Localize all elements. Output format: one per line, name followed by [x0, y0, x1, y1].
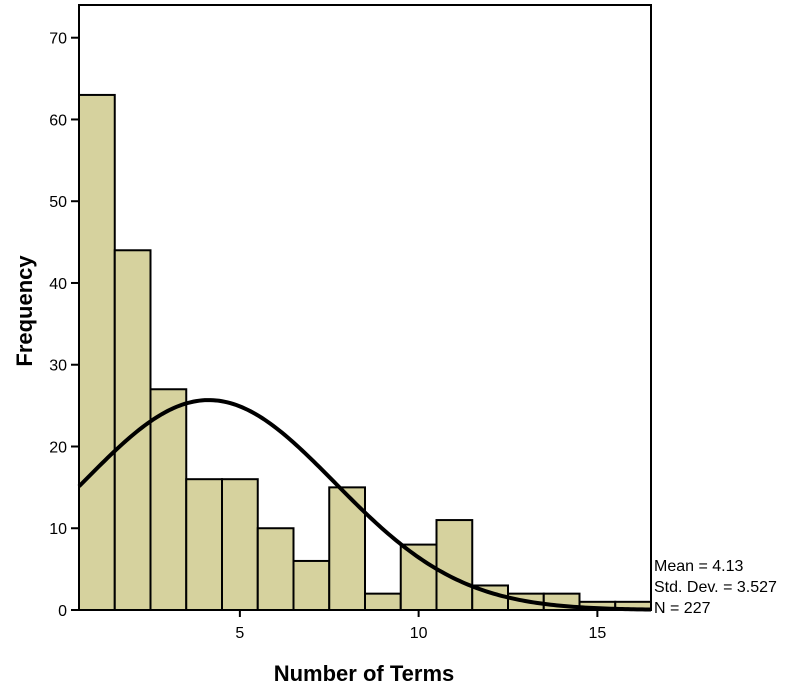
x-tick-label: 5: [235, 625, 244, 642]
histogram-bar: [256, 527, 295, 611]
histogram-bar: [364, 592, 402, 611]
x-tick-label: 10: [410, 625, 428, 642]
histogram-bar: [399, 543, 438, 612]
y-tick-label: 40: [49, 276, 67, 293]
y-tick-label: 10: [49, 521, 67, 538]
histogram-bar: [78, 93, 116, 611]
y-tick-label: 30: [49, 358, 67, 375]
histogram-bar: [435, 519, 474, 611]
x-tick-label: 15: [588, 625, 606, 642]
histogram-bar: [185, 478, 223, 611]
stats-mean: Mean = 4.13: [654, 558, 744, 575]
histogram-bar: [221, 478, 259, 611]
y-axis: 0 10 20 30 40 50 60 70: [49, 31, 79, 620]
histogram-bar: [149, 388, 188, 611]
y-axis-title: Frequency: [12, 255, 37, 367]
y-tick-label: 50: [49, 194, 67, 211]
stats-std-dev: Std. Dev. = 3.527: [654, 579, 777, 596]
x-axis: 5 10 15: [235, 610, 606, 642]
y-tick-label: 70: [49, 31, 67, 48]
x-axis-title: Number of Terms: [274, 661, 455, 686]
y-tick-label: 0: [58, 603, 67, 620]
y-tick-label: 20: [49, 439, 67, 456]
plot-frame: [78, 4, 652, 611]
y-tick-label: 60: [49, 112, 67, 129]
histogram-bar: [113, 249, 152, 611]
histogram-bars: [78, 93, 652, 612]
normal-curve: [77, 398, 652, 612]
stats-n: N = 227: [654, 600, 711, 617]
histogram-bar: [292, 559, 331, 611]
